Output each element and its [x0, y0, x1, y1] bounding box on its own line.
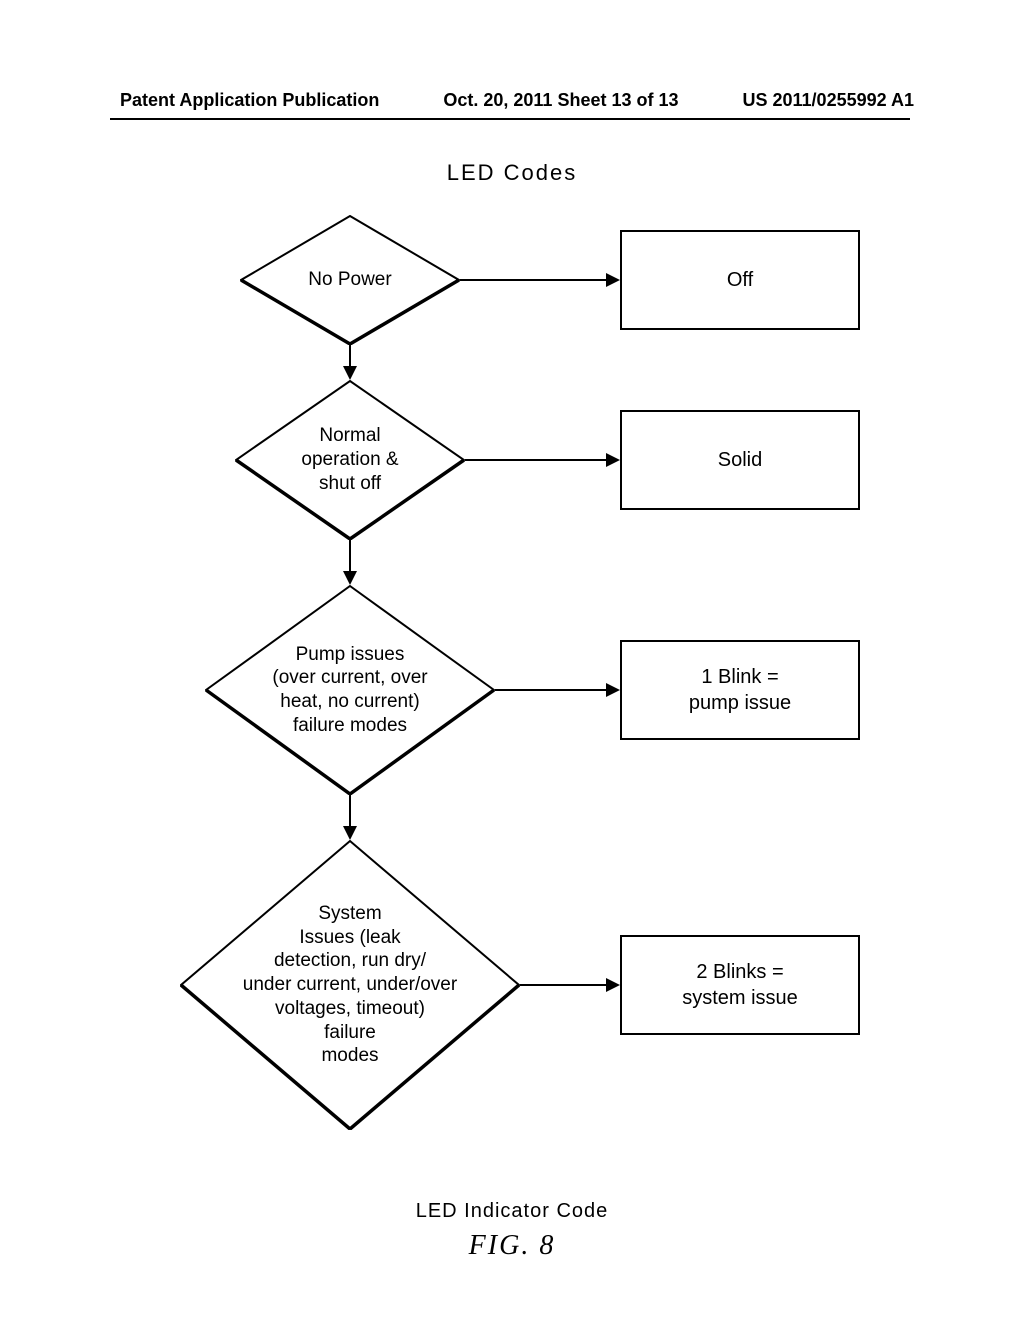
header-rule [110, 118, 910, 120]
arrow-head-icon [606, 273, 620, 287]
arrow-head-icon [606, 683, 620, 697]
header-center: Oct. 20, 2011 Sheet 13 of 13 [443, 90, 678, 111]
connector-line [520, 984, 618, 986]
decision-d2-label: Normal operation & shut off [235, 380, 465, 540]
decision-d4-label: System Issues (leak detection, run dry/ … [180, 840, 520, 1130]
page-title: LED Codes [0, 160, 1024, 186]
header-right: US 2011/0255992 A1 [743, 90, 914, 111]
arrow-head-icon [343, 826, 357, 840]
caption-subtitle: LED Indicator Code [0, 1200, 1024, 1223]
result-r4: 2 Blinks = system issue [620, 935, 860, 1035]
result-r3: 1 Blink = pump issue [620, 640, 860, 740]
arrow-head-icon [606, 978, 620, 992]
decision-d3: Pump issues (over current, over heat, no… [205, 585, 495, 795]
connector-line [465, 459, 618, 461]
header-left: Patent Application Publication [120, 90, 379, 111]
arrow-head-icon [343, 366, 357, 380]
decision-d1-label: No Power [240, 215, 460, 345]
patent-header: Patent Application Publication Oct. 20, … [0, 90, 1024, 111]
result-r1: Off [620, 230, 860, 330]
decision-d1: No Power [240, 215, 460, 345]
connector-line [495, 689, 618, 691]
decision-d3-label: Pump issues (over current, over heat, no… [205, 585, 495, 795]
arrow-head-icon [606, 453, 620, 467]
result-r2: Solid [620, 410, 860, 510]
connector-line [460, 279, 618, 281]
decision-d2: Normal operation & shut off [235, 380, 465, 540]
figure-label: FIG. 8 [0, 1230, 1024, 1262]
decision-d4: System Issues (leak detection, run dry/ … [180, 840, 520, 1130]
arrow-head-icon [343, 571, 357, 585]
